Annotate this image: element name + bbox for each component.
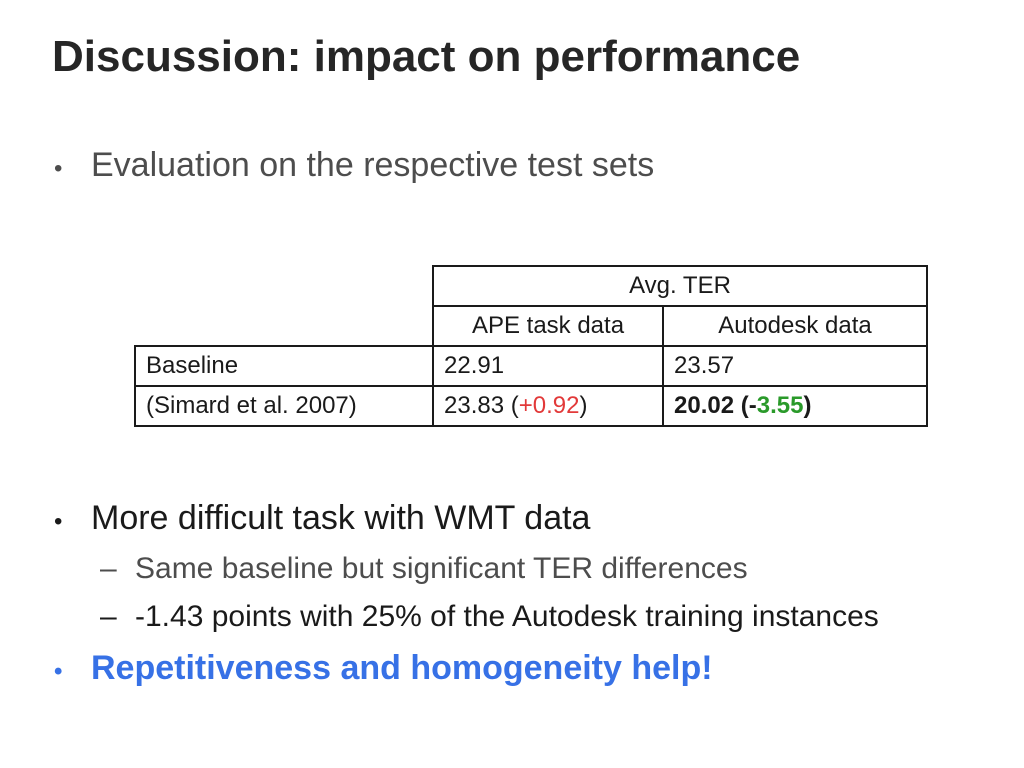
bullet-text: More difficult task with WMT data <box>91 499 591 537</box>
avg-ter-header: Avg. TER <box>432 265 928 307</box>
bullet-text: Repetitiveness and homogeneity help! <box>91 649 713 687</box>
dash-icon: – <box>100 600 117 633</box>
row-label-simard: (Simard et al. 2007) <box>134 385 434 427</box>
row-label-baseline: Baseline <box>134 345 434 387</box>
bullet-dot-icon: • <box>54 508 63 535</box>
empty-corner-cell <box>135 306 434 347</box>
empty-corner-cell <box>135 266 433 306</box>
sub-bullet-points: – -1.43 points with 25% of the Autodesk … <box>100 600 879 634</box>
bullet-text: Evaluation on the respective test sets <box>91 146 655 184</box>
bullet-wmt: • More difficult task with WMT data <box>54 499 590 538</box>
autodesk-data-header: Autodesk data <box>662 305 928 347</box>
ter-results-table: Avg. TER APE task data Autodesk data Bas… <box>134 265 928 427</box>
table-header-row: Avg. TER <box>135 265 928 307</box>
sub-bullet-text: -1.43 points with 25% of the Autodesk tr… <box>135 600 879 633</box>
simard-ape-value: 23.83 ( <box>444 392 519 419</box>
bullet-evaluation: • Evaluation on the respective test sets <box>54 146 654 185</box>
slide-title: Discussion: impact on performance <box>52 32 801 81</box>
simard-autodesk-value: 20.02 ( <box>674 392 749 419</box>
table-row: (Simard et al. 2007) 23.83 (+0.92) 20.02… <box>134 385 928 427</box>
baseline-autodesk-value: 23.57 <box>662 345 928 387</box>
simard-autodesk-close: ) <box>803 392 812 419</box>
simard-ape-close: ) <box>579 392 588 419</box>
dash-icon: – <box>100 552 117 585</box>
simard-autodesk-delta: 3.55 <box>756 392 804 419</box>
bullet-repetitiveness: • Repetitiveness and homogeneity help! <box>54 649 713 688</box>
sub-bullet-baseline: – Same baseline but significant TER diff… <box>100 552 748 586</box>
ape-task-data-header: APE task data <box>432 305 664 347</box>
sub-bullet-text: Same baseline but significant TER differ… <box>135 552 748 585</box>
table-row: Baseline 22.91 23.57 <box>134 345 928 387</box>
simard-ape-cell: 23.83 (+0.92) <box>432 385 664 427</box>
bullet-dot-icon: • <box>54 155 63 182</box>
table-subheader-row: APE task data Autodesk data <box>135 305 928 347</box>
baseline-ape-value: 22.91 <box>432 345 664 387</box>
simard-ape-delta: +0.92 <box>518 392 580 419</box>
simard-autodesk-delta-sign: - <box>748 392 757 419</box>
simard-autodesk-cell: 20.02 (-3.55) <box>662 385 928 427</box>
bullet-dot-icon: • <box>54 658 63 685</box>
